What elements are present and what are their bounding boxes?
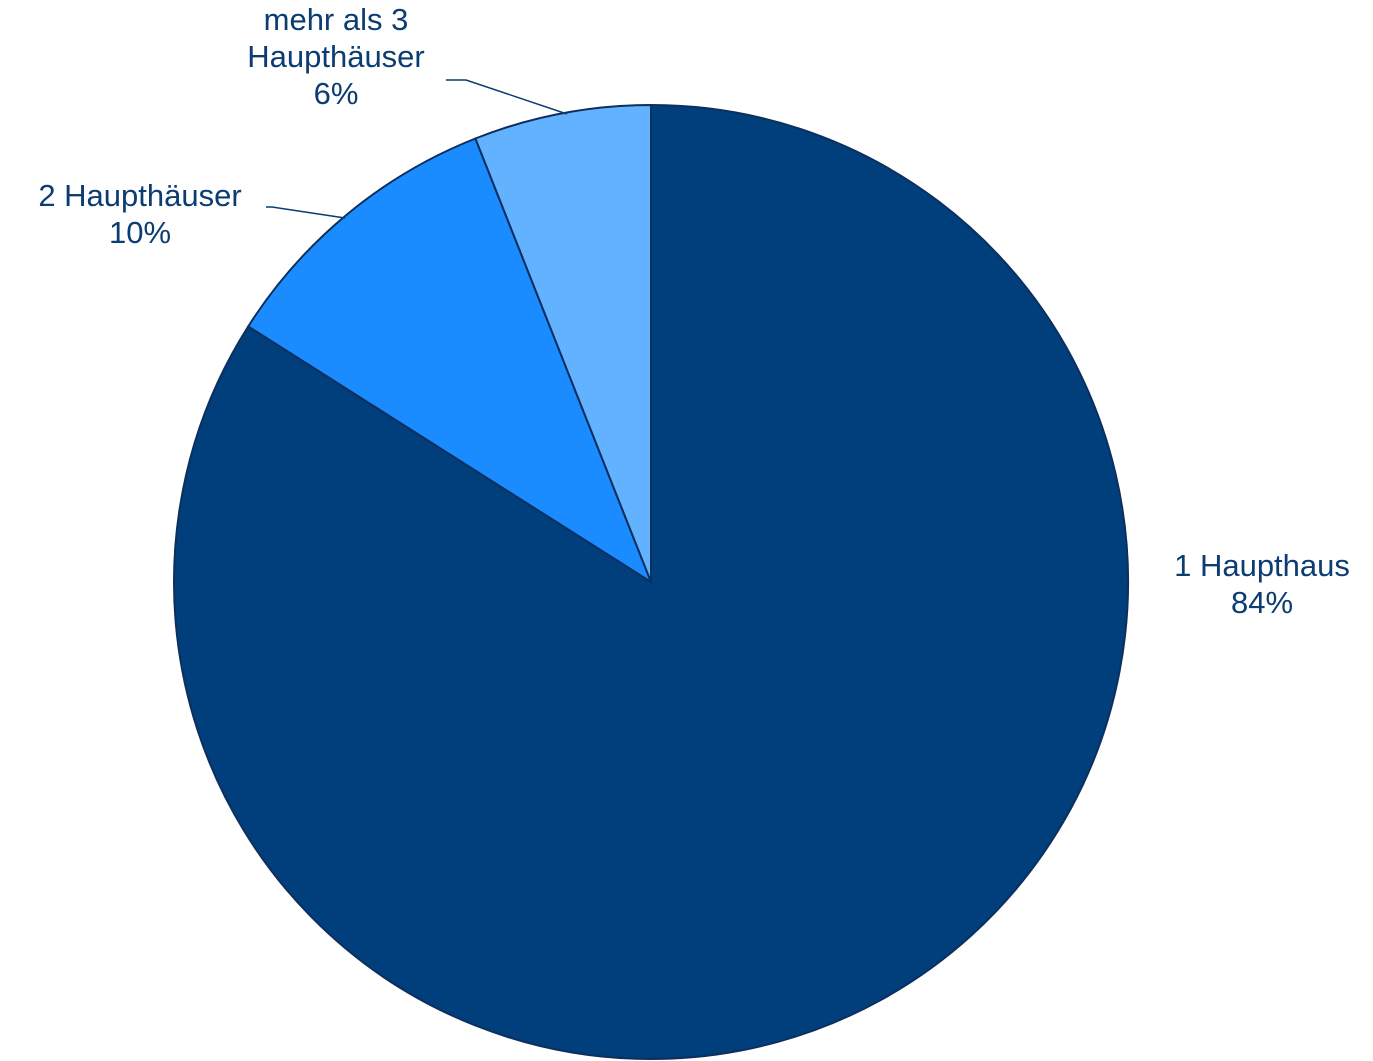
leader-lines: [266, 79, 568, 219]
pie-slices: [173, 103, 1129, 1060]
pie-slice-1: [173, 103, 1129, 1060]
slice-percent-label: 10%: [109, 215, 171, 250]
leader-line-3: [446, 79, 568, 115]
slice-labels: 1 Haupthaus 84%2 Haupthäuser 10%mehr als 3…: [38, 2, 1350, 620]
slice-percent-label: 6%: [314, 76, 359, 111]
slice-label-3: mehr als 3 Haupthäuser 6%: [247, 2, 425, 111]
slice-category-label: mehr als 3: [264, 2, 409, 37]
leader-line-2: [266, 206, 346, 219]
slice-category-label: 2 Haupthäuser: [38, 178, 241, 213]
slice-category-label: 1 Haupthaus: [1174, 548, 1350, 583]
slice-percent-label: 84%: [1231, 585, 1293, 620]
slice-category-label: Haupthäuser: [247, 39, 425, 74]
pie-slice-2: [246, 137, 654, 585]
slice-label-1: 1 Haupthaus 84%: [1174, 548, 1350, 620]
slice-label-2: 2 Haupthäuser 10%: [38, 178, 241, 250]
pie-slice-3: [474, 103, 652, 583]
